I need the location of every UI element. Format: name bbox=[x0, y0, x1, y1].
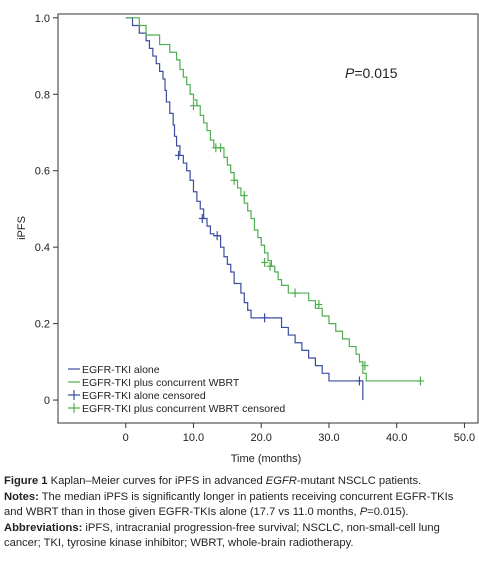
y-tick-label: 0 bbox=[44, 395, 50, 407]
x-axis: 0 10.0 20.0 30.0 40.0 50.0 bbox=[123, 423, 475, 444]
legend-label-egfr-tki-wbrt-censored: EGFR-TKI plus concurrent WBRT censored bbox=[82, 403, 285, 415]
y-tick-label: 1.0 bbox=[35, 13, 50, 25]
figure-text-2: -mutant NSCLC patients. bbox=[296, 475, 422, 487]
x-axis-title: Time (months) bbox=[231, 453, 302, 465]
x-tick-label: 20.0 bbox=[251, 432, 272, 444]
caption-figure-line: Figure 1 Kaplan–Meier curves for iPFS in… bbox=[4, 474, 474, 490]
caption-abbreviations: Abbreviations: iPFS, intracranial progre… bbox=[4, 521, 474, 552]
km-curve-series-2 bbox=[125, 17, 421, 382]
y-tick-label: 0.4 bbox=[35, 242, 50, 254]
plot-frame bbox=[57, 13, 479, 424]
figure-text-1: Kaplan–Meier curves for iPFS in advanced bbox=[47, 475, 266, 487]
y-tick-label: 0.6 bbox=[35, 166, 50, 178]
x-tick-label: 50.0 bbox=[454, 432, 475, 444]
x-tick-label: 10.0 bbox=[183, 432, 204, 444]
abbr-text: iPFS, intracranial progression-free surv… bbox=[4, 521, 440, 550]
p-value-label: P=0.015 bbox=[345, 65, 398, 81]
figure-label: Figure 1 bbox=[4, 475, 48, 487]
figure-caption: Figure 1 Kaplan–Meier curves for iPFS in… bbox=[4, 474, 474, 552]
notes-text-1: The median iPFS is significantly longer … bbox=[4, 490, 454, 519]
y-tick-label: 0.2 bbox=[35, 319, 50, 331]
legend-label-egfr-tki-alone-censored: EGFR-TKI alone censored bbox=[82, 390, 206, 402]
y-axis: 0 0.2 0.4 0.6 0.8 1.0 bbox=[35, 13, 58, 407]
abbr-label: Abbreviations: bbox=[4, 521, 83, 534]
x-tick-label: 0 bbox=[123, 432, 129, 444]
notes-text-2: =0.015). bbox=[367, 506, 409, 518]
km-curve-series-1 bbox=[125, 17, 364, 401]
figure-text-italic: EGFR bbox=[265, 475, 297, 487]
legend: EGFR-TKI alone EGFR-TKI plus concurrent … bbox=[68, 364, 285, 415]
y-axis-title: iPFS bbox=[16, 216, 28, 240]
km-chart: 0 0.2 0.4 0.6 0.8 1.0 0 10.0 20.0 30.0 40.0 50.0 i… bbox=[16, 13, 479, 465]
legend-label-egfr-tki-alone: EGFR-TKI alone bbox=[82, 364, 160, 376]
survival-curves bbox=[125, 17, 424, 401]
y-tick-label: 0.8 bbox=[35, 89, 50, 101]
x-tick-label: 30.0 bbox=[318, 432, 339, 444]
x-tick-label: 40.0 bbox=[386, 432, 407, 444]
caption-notes: Notes: The median iPFS is significantly … bbox=[4, 490, 474, 521]
notes-text-italic: P bbox=[359, 506, 368, 518]
notes-label: Notes: bbox=[4, 490, 39, 503]
legend-label-egfr-tki-wbrt: EGFR-TKI plus concurrent WBRT bbox=[82, 377, 240, 389]
